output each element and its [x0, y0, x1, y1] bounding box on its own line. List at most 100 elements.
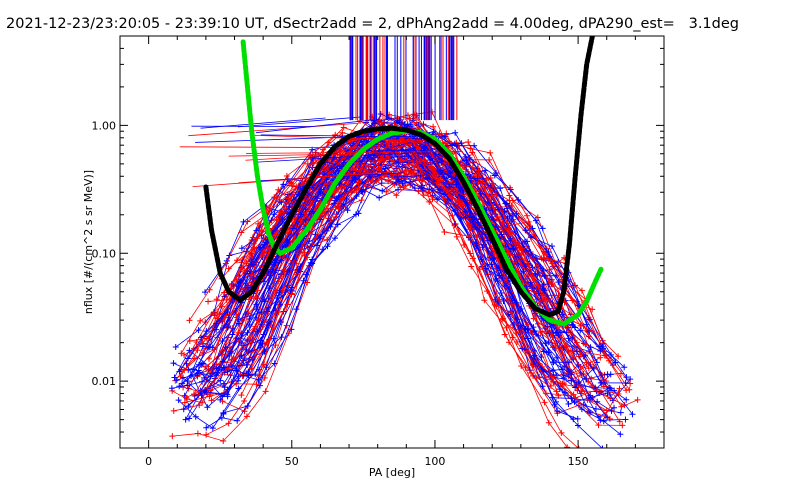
trace-point	[420, 192, 427, 199]
trace-point	[418, 184, 425, 191]
fit-curve	[203, 36, 595, 318]
trace-point	[186, 347, 193, 354]
trace-point	[553, 388, 560, 395]
trace-point	[570, 354, 577, 361]
trace-line	[256, 113, 566, 323]
trace-point	[517, 322, 524, 329]
trace-point	[428, 163, 435, 170]
trace-point	[619, 422, 626, 429]
trace-point	[252, 371, 259, 378]
trace-point	[525, 218, 532, 225]
trace-line	[200, 117, 326, 129]
trace-point	[482, 167, 489, 174]
trace-point	[471, 142, 478, 149]
trace-point	[280, 181, 287, 188]
y-tick-label: 0.01	[92, 375, 117, 388]
trace-point	[564, 444, 571, 448]
trace-point	[281, 266, 288, 273]
trace-line	[192, 172, 378, 188]
trace-point	[347, 137, 354, 144]
trace-point	[202, 289, 209, 296]
trace-point	[277, 319, 284, 326]
trace-point	[209, 425, 216, 432]
trace-line	[245, 153, 364, 161]
trace-point	[496, 296, 503, 303]
trace-point	[603, 352, 610, 359]
trace-point	[203, 328, 210, 335]
trace-point	[573, 348, 580, 355]
trace-point	[585, 365, 592, 372]
trace-point	[597, 348, 604, 355]
trace-point	[206, 286, 213, 293]
trace-point	[597, 417, 604, 424]
trace-point	[486, 156, 493, 163]
trace-point	[593, 386, 600, 393]
trace-point	[626, 386, 633, 393]
trace-point	[541, 287, 548, 294]
trace-point	[278, 334, 285, 341]
trace-point	[522, 263, 529, 270]
trace-point	[581, 352, 588, 359]
trace-point	[555, 332, 562, 339]
trace-point	[254, 235, 261, 242]
trace-line	[255, 152, 414, 163]
trace-point	[179, 380, 186, 387]
trace-point	[524, 212, 531, 219]
trace-point	[180, 384, 187, 391]
trace-point	[203, 424, 210, 431]
trace-point	[544, 323, 551, 330]
trace-point	[486, 186, 493, 193]
trace-point	[430, 123, 437, 130]
trace-point	[270, 280, 277, 287]
trace-point	[469, 255, 476, 262]
trace-point	[518, 363, 525, 370]
trace-point	[180, 406, 187, 413]
trace-point	[241, 397, 248, 404]
trace-point	[494, 277, 501, 284]
trace-point	[266, 336, 273, 343]
trace-point	[340, 159, 347, 166]
trace-point	[452, 175, 459, 182]
trace-point	[596, 343, 603, 350]
trace-point	[332, 131, 339, 138]
trace-point	[339, 163, 346, 170]
trace-point	[479, 244, 486, 251]
trace-point	[390, 171, 397, 178]
trace-point	[611, 387, 618, 394]
trace-point	[219, 393, 226, 400]
trace-point	[520, 268, 527, 275]
trace-point	[508, 301, 515, 308]
trace-point	[199, 399, 206, 406]
trace-point	[617, 409, 624, 416]
trace-point	[588, 328, 595, 335]
trace-point	[220, 380, 227, 387]
trace-point	[275, 278, 282, 285]
plot-frame	[119, 35, 665, 449]
trace-point	[339, 195, 346, 202]
trace-point	[261, 278, 268, 285]
trace-point	[554, 408, 561, 415]
trace-point	[623, 396, 630, 403]
trace-point	[548, 373, 555, 380]
trace-point	[414, 162, 421, 169]
trace-point	[191, 366, 198, 373]
trace-point	[479, 264, 486, 271]
trace-point	[473, 234, 480, 241]
trace-point	[541, 399, 548, 406]
trace-point	[317, 189, 324, 196]
trace-point	[263, 340, 270, 347]
trace-point	[307, 246, 314, 253]
trace-point	[447, 170, 454, 177]
trace-point	[497, 185, 504, 192]
trace-point	[584, 396, 591, 403]
trace-point	[601, 445, 603, 448]
trace-point	[379, 155, 386, 162]
trace-point	[221, 289, 228, 296]
trace-point	[204, 404, 211, 411]
trace-point	[288, 179, 295, 186]
trace-point	[627, 380, 634, 387]
trace-point	[337, 148, 344, 155]
trace-point	[235, 283, 242, 290]
trace-point	[240, 342, 247, 349]
